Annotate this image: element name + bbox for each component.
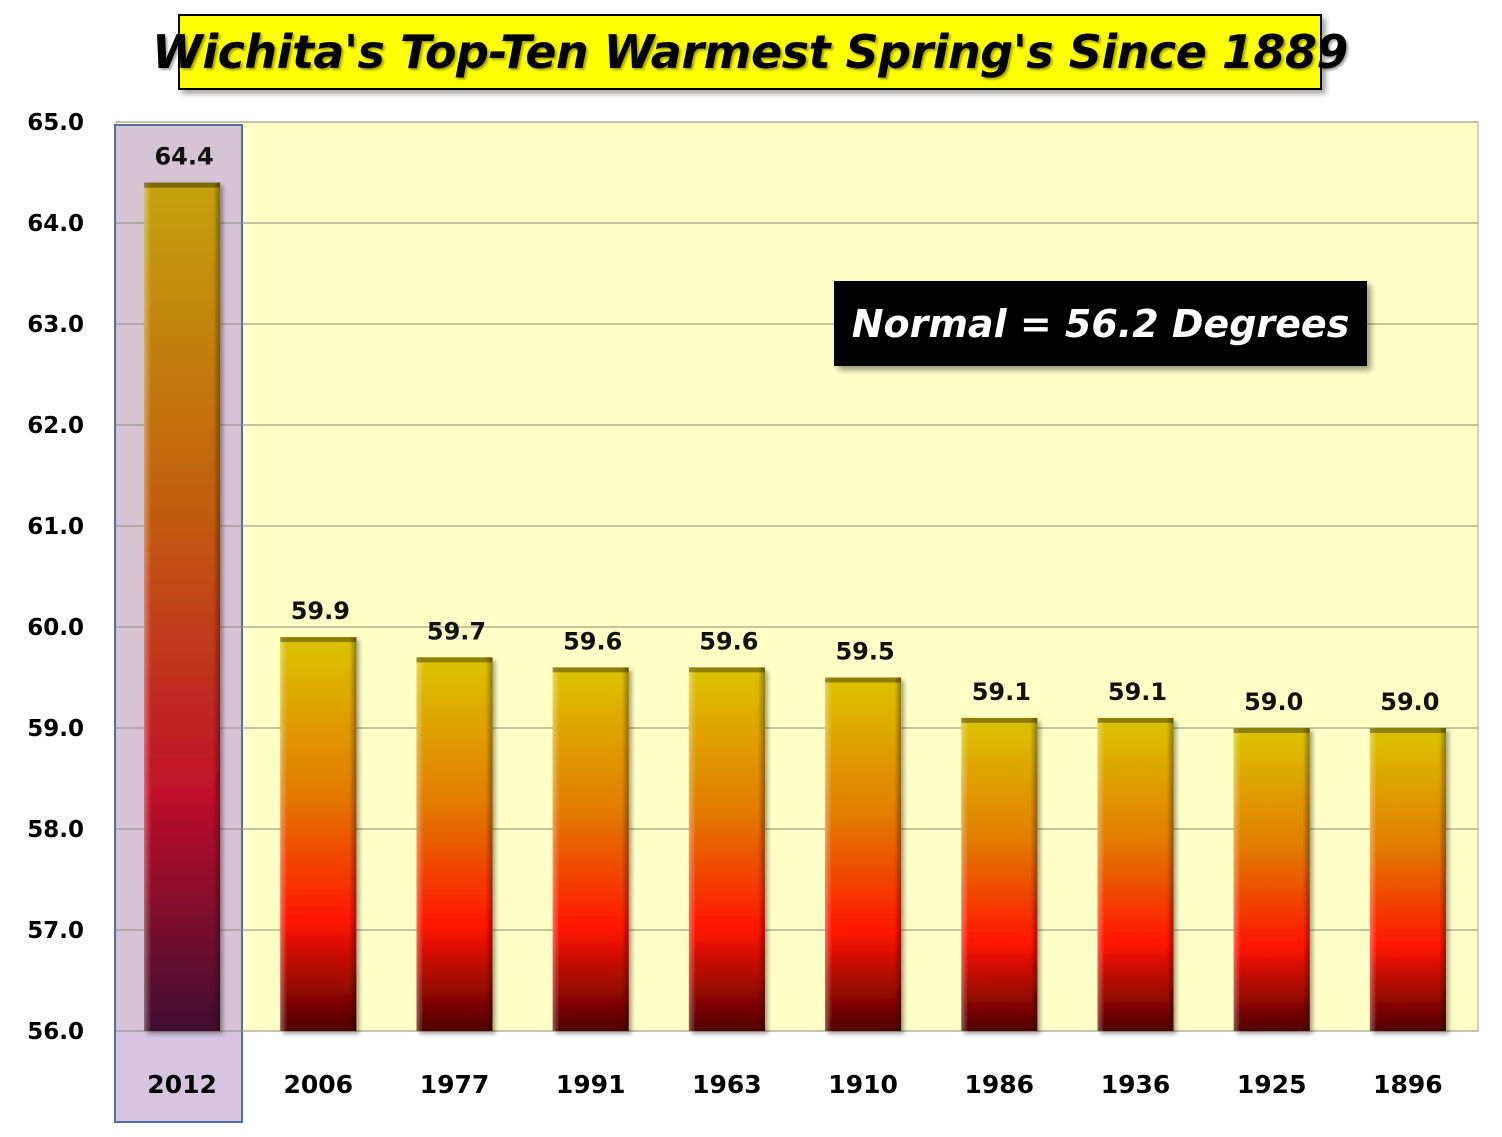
title-box: Wichita's Top-Ten Warmest Spring's Since… bbox=[152, 14, 1348, 90]
bar-bevel-top bbox=[825, 677, 902, 683]
bar-bevel-left bbox=[688, 667, 696, 1031]
x-tick-label: 2012 bbox=[147, 1070, 217, 1099]
bar-2012 bbox=[144, 182, 221, 1032]
y-tick-label: 61.0 bbox=[27, 514, 84, 540]
bar-bevel-right bbox=[1302, 728, 1310, 1031]
bar-bevel-top bbox=[1369, 728, 1446, 733]
bar-bevel-left bbox=[1233, 728, 1241, 1031]
bar-2006 bbox=[280, 637, 357, 1031]
bar-body bbox=[961, 717, 1038, 1031]
chart-title: Wichita's Top-Ten Warmest Spring's Since… bbox=[152, 25, 1348, 79]
data-label: 59.9 bbox=[291, 597, 350, 625]
normal-annotation-box: Normal = 56.2 Degrees bbox=[834, 281, 1367, 366]
y-tick-label: 57.0 bbox=[27, 918, 84, 944]
bar-bevel-left bbox=[144, 182, 152, 1032]
x-tick-label: 2006 bbox=[284, 1070, 354, 1099]
y-tick-label: 63.0 bbox=[27, 312, 84, 338]
y-tick-label: 65.0 bbox=[27, 110, 84, 136]
bar-bevel-top bbox=[144, 182, 221, 188]
bar-bevel-left bbox=[416, 657, 424, 1031]
x-tick-label: 1910 bbox=[828, 1070, 898, 1099]
bar-bevel-right bbox=[757, 667, 765, 1031]
bar-bevel-top bbox=[552, 667, 629, 673]
x-tick-label: 1963 bbox=[692, 1070, 762, 1099]
x-tick-label: 1986 bbox=[965, 1070, 1035, 1099]
y-tick-label: 62.0 bbox=[27, 413, 84, 439]
x-tick-label: 1896 bbox=[1373, 1070, 1443, 1099]
bar-bevel-right bbox=[213, 182, 221, 1032]
bar-bevel-left bbox=[961, 717, 969, 1031]
x-tick-label: 1925 bbox=[1237, 1070, 1307, 1099]
bar-1936 bbox=[1097, 717, 1174, 1031]
bar-1910 bbox=[825, 677, 902, 1031]
bar-bevel-left bbox=[1369, 728, 1377, 1031]
bar-body bbox=[416, 657, 493, 1031]
x-tick-label: 1991 bbox=[556, 1070, 626, 1099]
y-tick-label: 56.0 bbox=[27, 1019, 84, 1045]
data-label: 59.6 bbox=[563, 627, 622, 655]
bar-body bbox=[1233, 728, 1310, 1031]
data-label: 59.6 bbox=[699, 627, 758, 655]
data-label: 64.4 bbox=[154, 143, 213, 171]
x-tick-label: 1977 bbox=[420, 1070, 490, 1099]
bar-body bbox=[552, 667, 629, 1031]
bar-bevel-right bbox=[349, 637, 357, 1031]
bar-body bbox=[1369, 728, 1446, 1031]
bar-bevel-top bbox=[1097, 717, 1174, 723]
bar-body bbox=[144, 182, 221, 1032]
bar-bevel-right bbox=[1030, 717, 1038, 1031]
data-label: 59.5 bbox=[835, 638, 894, 666]
y-tick-label: 64.0 bbox=[27, 211, 84, 237]
data-label: 59.1 bbox=[972, 678, 1031, 706]
y-tick-label: 60.0 bbox=[27, 615, 84, 641]
bar-body bbox=[825, 677, 902, 1031]
data-label: 59.7 bbox=[427, 617, 486, 645]
bar-1925 bbox=[1233, 728, 1310, 1031]
bar-bevel-top bbox=[688, 667, 765, 673]
bar-bevel-right bbox=[1166, 717, 1174, 1031]
bar-bevel-top bbox=[416, 657, 493, 663]
bar-bevel-left bbox=[1097, 717, 1105, 1031]
y-tick-label: 58.0 bbox=[27, 817, 84, 843]
bar-bevel-top bbox=[961, 717, 1038, 723]
bar-body bbox=[1097, 717, 1174, 1031]
bar-bevel-top bbox=[1233, 728, 1310, 733]
bar-1896 bbox=[1369, 728, 1446, 1031]
bar-bevel-top bbox=[280, 637, 357, 643]
bar-1991 bbox=[552, 667, 629, 1031]
bar-bevel-left bbox=[552, 667, 560, 1031]
data-label: 59.0 bbox=[1380, 688, 1439, 716]
bar-body bbox=[280, 637, 357, 1031]
bar-bevel-left bbox=[280, 637, 288, 1031]
data-label: 59.1 bbox=[1108, 678, 1167, 706]
bar-bevel-right bbox=[894, 677, 902, 1031]
bar-body bbox=[688, 667, 765, 1031]
normal-annotation: Normal = 56.2 Degrees bbox=[851, 301, 1350, 346]
bar-1977 bbox=[416, 657, 493, 1031]
bar-bevel-right bbox=[485, 657, 493, 1031]
bar-bevel-left bbox=[825, 677, 833, 1031]
bar-bevel-right bbox=[1438, 728, 1446, 1031]
bar-bevel-right bbox=[621, 667, 629, 1031]
y-tick-label: 59.0 bbox=[27, 716, 84, 742]
bar-1963 bbox=[688, 667, 765, 1031]
bar-1986 bbox=[961, 717, 1038, 1031]
x-tick-label: 1936 bbox=[1101, 1070, 1171, 1099]
data-label: 59.0 bbox=[1244, 688, 1303, 716]
